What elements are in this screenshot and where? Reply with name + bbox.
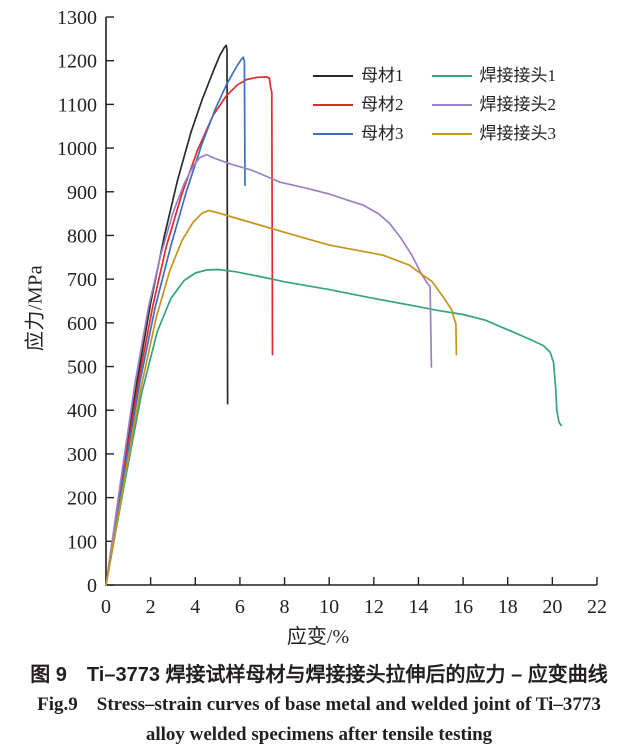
x-tick-label: 8 xyxy=(280,596,290,618)
x-tick-label: 4 xyxy=(190,596,200,618)
x-axis-label: 应变/% xyxy=(286,626,350,648)
curve-welded-joint-3 xyxy=(105,209,458,586)
y-tick-label: 1000 xyxy=(57,138,97,160)
legend-label-welded-joint-2: 焊接接头2 xyxy=(479,95,557,114)
caption-english-line1: Fig.9 Stress–strain curves of base metal… xyxy=(37,694,601,715)
y-tick-label: 600 xyxy=(67,313,97,335)
x-tick-label: 0 xyxy=(101,596,111,618)
y-tick-label: 1300 xyxy=(57,7,97,29)
legend-label-welded-joint-1: 焊接接头1 xyxy=(479,66,557,85)
x-tick-label: 12 xyxy=(364,596,384,618)
y-tick-label: 200 xyxy=(67,488,97,510)
legend-line-base-metal-3 xyxy=(313,132,353,135)
legend-label-welded-joint-3: 焊接接头3 xyxy=(479,124,557,143)
x-tick-label: 20 xyxy=(542,596,562,618)
legend-item-base-metal-1: 母材1 xyxy=(313,61,404,90)
curve-welded-joint-1 xyxy=(105,268,563,586)
y-axis-label: 应力/MPa xyxy=(24,264,47,352)
legend-line-base-metal-1 xyxy=(313,74,353,77)
legend-line-base-metal-2 xyxy=(313,103,353,106)
legend-line-welded-joint-2 xyxy=(431,103,472,106)
y-tick-label: 300 xyxy=(67,444,97,466)
stress-strain-chart: 0100200300400500600700800900100011001200… xyxy=(57,7,607,618)
legend-item-base-metal-3: 母材3 xyxy=(313,119,404,148)
x-tick-label: 2 xyxy=(146,596,156,618)
x-tick-label: 6 xyxy=(235,596,245,618)
y-tick-label: 700 xyxy=(67,269,97,291)
legend-item-base-metal-2: 母材2 xyxy=(313,90,404,119)
curve-base-metal-2 xyxy=(105,76,274,586)
legend-item-welded-joint-1: 焊接接头1 xyxy=(431,61,557,90)
figure-caption: 图 9 Ti–3773 焊接试样母材与焊接接头拉伸后的应力 – 应变曲线 Fig… xyxy=(0,660,638,750)
y-tick-label: 400 xyxy=(67,400,97,422)
legend: 母材1 母材2 母材3 焊接接头1 焊接接头2 焊接接头3 xyxy=(313,61,556,148)
x-tick-label: 22 xyxy=(587,596,607,618)
y-tick-label: 500 xyxy=(67,357,97,379)
y-tick-label: 0 xyxy=(87,575,97,597)
y-tick-label: 1200 xyxy=(57,51,97,73)
x-tick-label: 10 xyxy=(319,596,339,618)
legend-line-welded-joint-3 xyxy=(431,132,472,135)
legend-item-welded-joint-3: 焊接接头3 xyxy=(431,119,557,148)
y-tick-label: 1100 xyxy=(58,94,97,116)
x-tick-label: 14 xyxy=(408,596,428,618)
x-tick-label: 16 xyxy=(453,596,473,618)
legend-item-welded-joint-2: 焊接接头2 xyxy=(431,90,557,119)
y-tick-label: 800 xyxy=(67,225,97,247)
y-tick-label: 100 xyxy=(67,531,97,553)
x-tick-label: 18 xyxy=(498,596,518,618)
curve-welded-joint-2 xyxy=(105,153,433,586)
legend-label-base-metal-3: 母材3 xyxy=(361,124,404,143)
legend-line-welded-joint-1 xyxy=(431,74,472,77)
legend-label-base-metal-1: 母材1 xyxy=(361,66,404,85)
curve-base-metal-1 xyxy=(105,44,229,586)
curve-base-metal-3 xyxy=(105,56,246,586)
caption-chinese: 图 9 Ti–3773 焊接试样母材与焊接接头拉伸后的应力 – 应变曲线 xyxy=(30,664,608,686)
legend-label-base-metal-2: 母材2 xyxy=(361,95,404,114)
y-tick-label: 900 xyxy=(67,182,97,204)
caption-english-line2: alloy welded specimens after tensile tes… xyxy=(145,724,493,745)
